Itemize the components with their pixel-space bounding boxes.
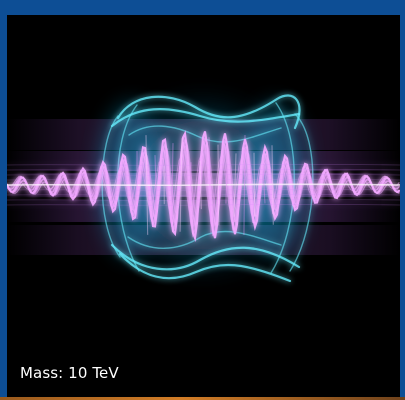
central-light-sparks bbox=[136, 134, 274, 236]
cyan-ribbon-line bbox=[101, 115, 121, 258]
vertical-wave-spark bbox=[199, 160, 202, 210]
horizontal-light-line bbox=[7, 193, 400, 196]
bottom-orange-strip bbox=[0, 397, 405, 400]
cyan-ribbon-line bbox=[128, 125, 282, 143]
magenta-wave-line bbox=[7, 135, 400, 229]
vertical-wave-spark bbox=[217, 144, 220, 226]
horizontal-light-line bbox=[7, 198, 400, 201]
horizontal-light-line bbox=[7, 173, 400, 176]
vertical-wave-spark bbox=[189, 162, 192, 208]
cyan-ribbon-line bbox=[118, 252, 292, 283]
horizontal-light-line bbox=[7, 168, 400, 171]
vertical-wave-spark bbox=[225, 166, 228, 204]
horizontal-light-line bbox=[7, 178, 400, 181]
vertical-wave-spark bbox=[243, 134, 246, 236]
magenta-wave-lines bbox=[7, 130, 400, 243]
mass-caption: Mass: 10 TeV bbox=[20, 364, 119, 382]
vertical-wave-spark bbox=[233, 153, 237, 217]
vertical-wave-spark bbox=[179, 138, 183, 232]
cyan-ribbon-line bbox=[110, 108, 301, 128]
cyan-ribbon-line bbox=[270, 102, 295, 274]
cyan-ribbon-line bbox=[110, 243, 301, 271]
horizontal-light-line bbox=[7, 163, 400, 166]
vertical-wave-spark bbox=[262, 166, 266, 204]
vertical-wave-spark bbox=[154, 155, 158, 215]
vertical-wave-spark bbox=[271, 145, 274, 225]
magenta-wave-line bbox=[7, 153, 400, 216]
particle-wave-image bbox=[7, 15, 400, 397]
horizontal-light-line bbox=[7, 203, 400, 206]
horizontal-light-line bbox=[7, 188, 400, 191]
vertical-wave-spark bbox=[253, 152, 256, 218]
cyan-ribbon-line bbox=[127, 230, 282, 249]
vertical-wave-spark bbox=[170, 143, 174, 227]
cyan-ribbon-line bbox=[116, 94, 301, 130]
vertical-wave-spark bbox=[208, 137, 212, 233]
horizontal-light-line bbox=[7, 183, 400, 187]
vertical-wave-spark bbox=[145, 135, 149, 235]
